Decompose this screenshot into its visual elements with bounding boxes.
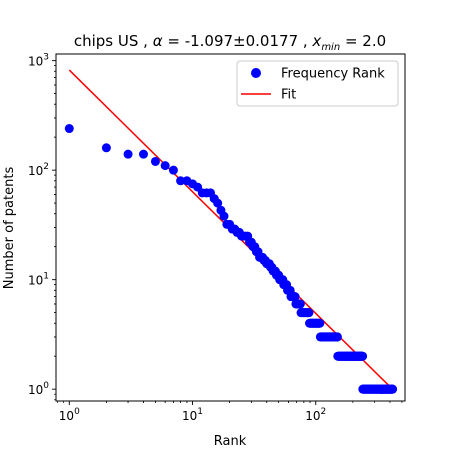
data-point (304, 308, 313, 317)
x-axis-label: Rank (214, 434, 247, 449)
data-point (333, 332, 342, 341)
data-point (102, 143, 111, 152)
legend: Frequency Rank Fit (237, 61, 398, 106)
y-axis-label: Number of patents (2, 167, 17, 290)
data-point (388, 385, 397, 394)
data-point (161, 161, 170, 170)
data-point (169, 166, 178, 175)
data-point (358, 352, 367, 361)
data-point (296, 299, 305, 308)
data-point (219, 212, 228, 221)
data-point (65, 124, 74, 133)
chart-title: chips US , α = -1.097±0.0177 , xmin = 2.… (74, 32, 386, 53)
data-point (124, 150, 133, 159)
data-point (315, 319, 324, 328)
legend-label-frequency-rank: Frequency Rank (281, 67, 385, 82)
data-point (151, 157, 160, 166)
legend-marker-frequency-rank (251, 68, 261, 78)
data-point (139, 150, 148, 159)
legend-label-fit: Fit (281, 88, 296, 103)
